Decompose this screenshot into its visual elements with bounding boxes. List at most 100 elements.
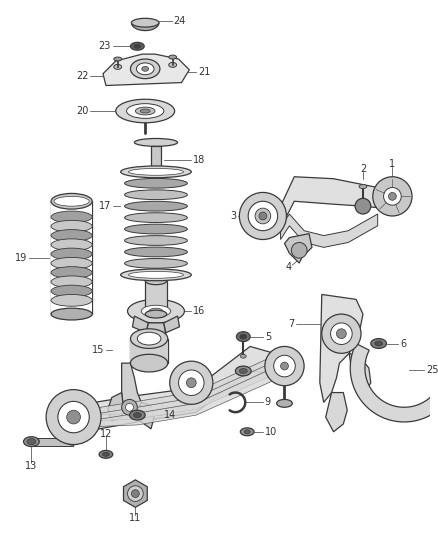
Text: 7: 7 — [288, 319, 294, 329]
Circle shape — [259, 212, 267, 220]
Ellipse shape — [124, 190, 187, 199]
Ellipse shape — [169, 62, 177, 67]
Ellipse shape — [51, 308, 92, 320]
Ellipse shape — [239, 368, 247, 374]
Polygon shape — [350, 344, 438, 422]
Circle shape — [58, 401, 89, 433]
Text: 16: 16 — [193, 306, 205, 316]
Ellipse shape — [51, 230, 92, 241]
Polygon shape — [326, 393, 347, 432]
Text: 22: 22 — [76, 71, 88, 80]
Ellipse shape — [54, 196, 89, 206]
Ellipse shape — [24, 437, 39, 447]
Text: 18: 18 — [193, 155, 205, 165]
Text: 17: 17 — [99, 201, 111, 211]
Circle shape — [291, 243, 307, 258]
Polygon shape — [88, 365, 279, 427]
Ellipse shape — [141, 305, 171, 317]
Ellipse shape — [51, 285, 92, 297]
Polygon shape — [103, 54, 189, 85]
Ellipse shape — [237, 332, 250, 342]
Text: 4: 4 — [285, 262, 291, 272]
Ellipse shape — [134, 168, 177, 176]
Ellipse shape — [169, 55, 177, 59]
Text: 14: 14 — [164, 410, 176, 420]
Text: 19: 19 — [15, 253, 28, 263]
Ellipse shape — [359, 184, 367, 189]
Circle shape — [355, 198, 371, 214]
Polygon shape — [164, 316, 180, 333]
Polygon shape — [132, 316, 148, 333]
Text: 11: 11 — [129, 513, 141, 523]
Ellipse shape — [116, 99, 175, 123]
Circle shape — [274, 356, 295, 377]
Ellipse shape — [127, 103, 164, 118]
Text: 24: 24 — [173, 16, 186, 26]
Text: 20: 20 — [76, 106, 88, 116]
Circle shape — [170, 361, 213, 405]
Ellipse shape — [145, 310, 167, 318]
Text: 23: 23 — [99, 41, 111, 51]
Ellipse shape — [240, 428, 254, 435]
Polygon shape — [131, 23, 159, 30]
Ellipse shape — [124, 167, 187, 177]
Text: 15: 15 — [92, 345, 104, 356]
Polygon shape — [124, 480, 147, 507]
Text: 21: 21 — [198, 67, 211, 77]
Polygon shape — [131, 338, 168, 363]
Text: 1: 1 — [389, 159, 396, 169]
Ellipse shape — [51, 257, 92, 269]
Ellipse shape — [124, 247, 187, 257]
Ellipse shape — [240, 334, 247, 339]
Ellipse shape — [371, 338, 386, 349]
Circle shape — [331, 323, 352, 344]
Polygon shape — [122, 363, 141, 417]
Ellipse shape — [128, 271, 184, 278]
Ellipse shape — [124, 259, 187, 268]
Polygon shape — [320, 294, 363, 402]
Ellipse shape — [134, 139, 177, 147]
Circle shape — [122, 399, 138, 415]
Text: 25: 25 — [426, 365, 438, 375]
Text: 10: 10 — [265, 427, 277, 437]
Polygon shape — [285, 233, 312, 263]
Polygon shape — [281, 177, 382, 228]
Ellipse shape — [136, 63, 154, 75]
Ellipse shape — [240, 354, 246, 358]
Polygon shape — [151, 147, 161, 172]
Ellipse shape — [124, 224, 187, 234]
Ellipse shape — [142, 67, 148, 71]
Ellipse shape — [131, 42, 144, 50]
Ellipse shape — [244, 430, 250, 434]
Text: 13: 13 — [25, 461, 38, 471]
Circle shape — [265, 346, 304, 386]
Text: 3: 3 — [230, 211, 237, 221]
Circle shape — [255, 208, 271, 224]
Circle shape — [67, 410, 81, 424]
Polygon shape — [88, 353, 279, 415]
Circle shape — [239, 192, 286, 239]
Polygon shape — [88, 346, 285, 431]
Ellipse shape — [138, 332, 161, 345]
Ellipse shape — [51, 193, 92, 209]
Ellipse shape — [67, 438, 78, 445]
Ellipse shape — [149, 308, 163, 314]
Ellipse shape — [51, 294, 92, 306]
Polygon shape — [138, 402, 154, 429]
Circle shape — [384, 188, 401, 205]
Polygon shape — [281, 214, 378, 247]
Ellipse shape — [124, 236, 187, 245]
Ellipse shape — [51, 276, 92, 288]
Ellipse shape — [51, 239, 92, 251]
Circle shape — [248, 201, 278, 231]
Circle shape — [131, 490, 139, 497]
Ellipse shape — [131, 329, 168, 349]
Ellipse shape — [131, 354, 168, 372]
Polygon shape — [51, 201, 92, 314]
Circle shape — [126, 403, 134, 411]
Polygon shape — [146, 323, 166, 335]
Circle shape — [187, 378, 196, 387]
Ellipse shape — [131, 18, 159, 27]
Polygon shape — [88, 359, 279, 421]
Ellipse shape — [130, 410, 145, 420]
